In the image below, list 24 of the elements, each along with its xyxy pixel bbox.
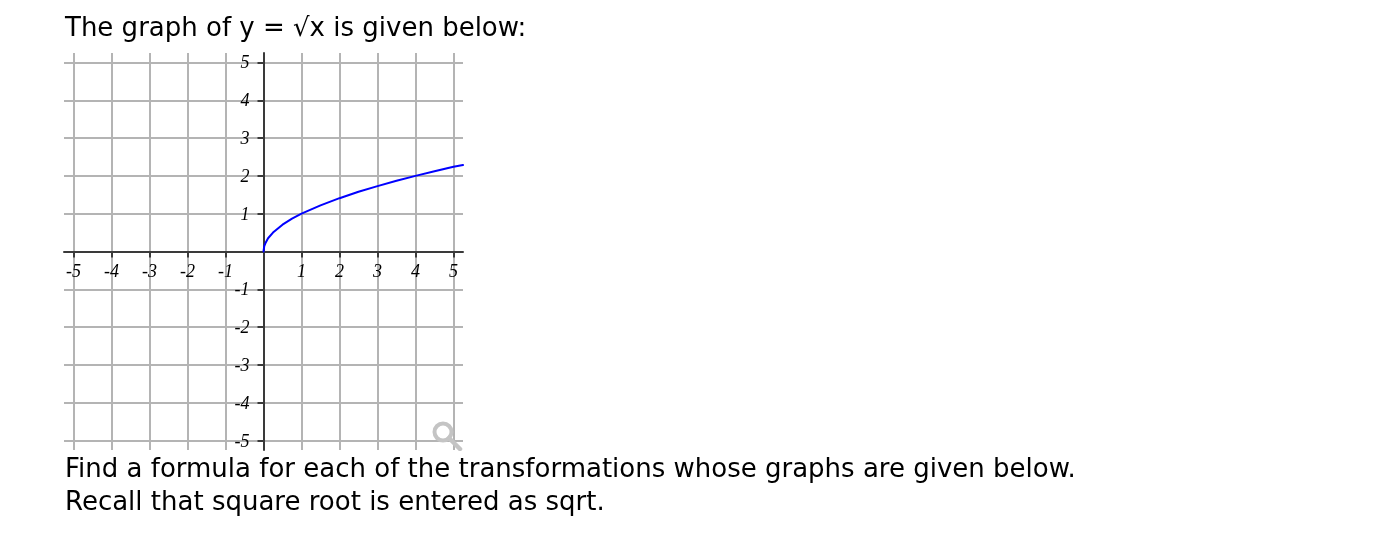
y-tick-label: 1 xyxy=(240,203,250,224)
x-tick-label: -1 xyxy=(218,260,233,281)
y-tick-label: -4 xyxy=(234,392,250,413)
y-tick-label: 3 xyxy=(239,128,250,149)
y-tick-label: 5 xyxy=(240,52,250,73)
x-tick-label: -4 xyxy=(104,260,119,281)
y-tick-label: 4 xyxy=(240,90,250,111)
x-tick-label: -5 xyxy=(66,260,81,281)
line-series xyxy=(262,163,464,253)
y-tick-label: -3 xyxy=(234,354,250,375)
text: Recall that square root is entered as sqrt. xyxy=(65,485,605,518)
x-tick-label: 5 xyxy=(449,260,458,281)
y-tick-label: -5 xyxy=(234,430,250,451)
y-tick-label: -2 xyxy=(234,317,250,338)
x-tick-label: 1 xyxy=(297,260,306,281)
chart-title: The graph of y = √x is given below: xyxy=(65,12,527,42)
y-tick-label: 2 xyxy=(240,165,250,186)
text: Find a formula for each of the transformations whose graphs are given below. xyxy=(65,452,1076,485)
x-tick-label: -2 xyxy=(180,260,195,281)
x-tick-label: 2 xyxy=(335,260,344,281)
x-tick-label: 4 xyxy=(411,260,420,281)
x-tick-label: -3 xyxy=(142,260,157,281)
y-tick-label: -1 xyxy=(234,279,250,300)
x-tick-label: 3 xyxy=(372,260,382,281)
